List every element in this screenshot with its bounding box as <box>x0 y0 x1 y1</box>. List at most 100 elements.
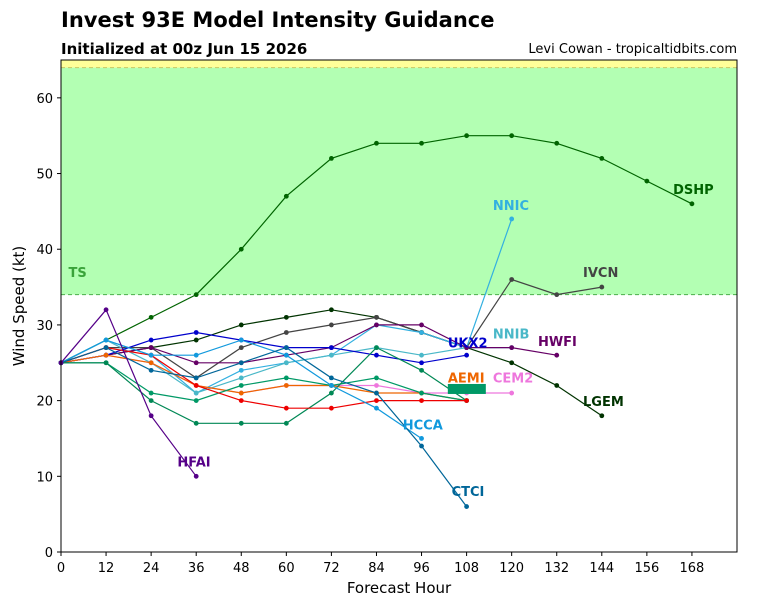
point-hwfi-84 <box>374 322 379 328</box>
point-lgem-60 <box>283 314 289 320</box>
point-model-10-12 <box>103 360 109 366</box>
point-hcca-60 <box>283 352 289 358</box>
x-tick-label-120: 120 <box>499 561 524 576</box>
label-lgem: LGEM <box>583 395 624 410</box>
y-axis-label: Wind Speed (kt) <box>10 246 28 367</box>
x-tick-label-12: 12 <box>98 561 115 576</box>
point-dshp-36 <box>193 292 199 298</box>
point-ivcn-84 <box>374 314 379 320</box>
point-dshp-48 <box>238 246 244 252</box>
point-cem2-120 <box>509 390 515 396</box>
y-tick-label-30: 30 <box>36 319 53 334</box>
x-tick-label-156: 156 <box>634 561 659 576</box>
series-line-model-10 <box>61 346 467 424</box>
point-hcca-36 <box>193 352 199 358</box>
point-hwfi-36 <box>193 360 199 366</box>
point-ukx2-108 <box>464 352 469 358</box>
point-ivcn-132 <box>554 292 560 298</box>
point-hcca-84 <box>374 405 379 411</box>
point-ivcn-144 <box>599 284 605 290</box>
point-ctci-12 <box>103 345 109 351</box>
point-aemi-48 <box>238 390 244 396</box>
point-ctci-96 <box>419 443 424 449</box>
point-ctci-24 <box>148 367 154 373</box>
point-lgem-72 <box>329 307 334 313</box>
point-model-11-36 <box>193 383 199 388</box>
point-model-10-24 <box>148 398 154 404</box>
band-1 <box>61 60 737 68</box>
point-aemi-12 <box>103 352 109 358</box>
x-tick-label-132: 132 <box>544 561 569 576</box>
point-model-11-72 <box>329 405 334 411</box>
label-hwfi: HWFI <box>538 335 577 350</box>
series-line-hfai <box>60 308 197 477</box>
point-hfai-36 <box>193 473 199 479</box>
band-0 <box>61 67 737 295</box>
label-ctci: CTCI <box>452 485 485 500</box>
point-nnic-48 <box>238 367 244 373</box>
point-lgem-120 <box>509 360 515 366</box>
point-model-11-96 <box>419 398 424 404</box>
label-dshp: DSHP <box>673 183 714 198</box>
point-dshp-24 <box>148 314 154 320</box>
point-dshp-108 <box>464 133 469 139</box>
point-ctci-108 <box>464 504 469 509</box>
point-ukx2-36 <box>193 330 199 335</box>
label-ukx2: UKX2 <box>448 337 488 352</box>
point-model-11-48 <box>238 398 244 404</box>
point-model-9-96 <box>419 390 424 396</box>
label-ivcn: IVCN <box>583 266 618 281</box>
point-lgem-132 <box>554 383 560 388</box>
y-tick-label-10: 10 <box>36 470 53 485</box>
x-tick-label-168: 168 <box>680 561 705 576</box>
point-ctci-60 <box>283 345 289 351</box>
point-hwfi-96 <box>419 322 424 328</box>
point-model-11-84 <box>374 398 379 404</box>
point-ivcn-48 <box>238 345 244 351</box>
axes-layer: 0 12 24 36 48 60 72 84 96 108 120 132 144 156 168 0 10 20… <box>10 59 738 597</box>
x-tick-label-48: 48 <box>233 561 250 576</box>
label-hfai: HFAI <box>177 455 210 470</box>
point-cem2-84 <box>374 383 379 388</box>
point-hcca-48 <box>238 337 244 343</box>
point-dshp-120 <box>509 133 515 139</box>
point-model-9-60 <box>283 375 289 381</box>
point-ukx2-84 <box>374 352 379 358</box>
label-aemi: AEMI <box>448 371 485 386</box>
x-tick-label-96: 96 <box>413 561 430 576</box>
x-tick-label-24: 24 <box>143 561 160 576</box>
point-model-10-48 <box>238 420 244 426</box>
point-model-9-36 <box>193 398 199 404</box>
point-dshp-156 <box>644 178 650 184</box>
point-lgem-48 <box>238 322 244 328</box>
series-layer <box>58 133 695 509</box>
point-dshp-60 <box>283 193 289 199</box>
point-nnib-36 <box>193 390 199 396</box>
point-ctci-72 <box>329 375 334 381</box>
x-tick-label-36: 36 <box>188 561 205 576</box>
point-dshp-168 <box>689 201 695 207</box>
series-line-model-9 <box>61 362 467 402</box>
point-nnib-48 <box>238 375 244 381</box>
x-tick-label-84: 84 <box>368 561 385 576</box>
y-tick-label-60: 60 <box>36 92 53 107</box>
x-axis-label: Forecast Hour <box>347 579 452 597</box>
label-nnib: NNIB <box>493 328 530 343</box>
y-tick-label-0: 0 <box>45 546 53 561</box>
series-line-hwfi <box>60 324 557 364</box>
point-nnic-96 <box>419 330 424 335</box>
bands-layer <box>61 60 737 296</box>
point-model-11-108 <box>464 398 469 404</box>
point-ctci-48 <box>238 360 244 366</box>
labels-layer: DSHP NNIC IVCN TS NNIB HWFI UKX2 AEMI CEM2 LGEM HC… <box>69 183 714 500</box>
point-model-10-84 <box>374 345 379 351</box>
point-ctci-36 <box>193 375 199 381</box>
point-hcca-12 <box>103 337 109 343</box>
x-tick-label-144: 144 <box>589 561 614 576</box>
label-nnic: NNIC <box>493 199 529 214</box>
x-tick-label-72: 72 <box>323 561 340 576</box>
point-dshp-72 <box>329 156 334 161</box>
point-nnib-60 <box>283 360 289 366</box>
point-model-9-84 <box>374 375 379 381</box>
point-hcca-24 <box>148 352 154 358</box>
